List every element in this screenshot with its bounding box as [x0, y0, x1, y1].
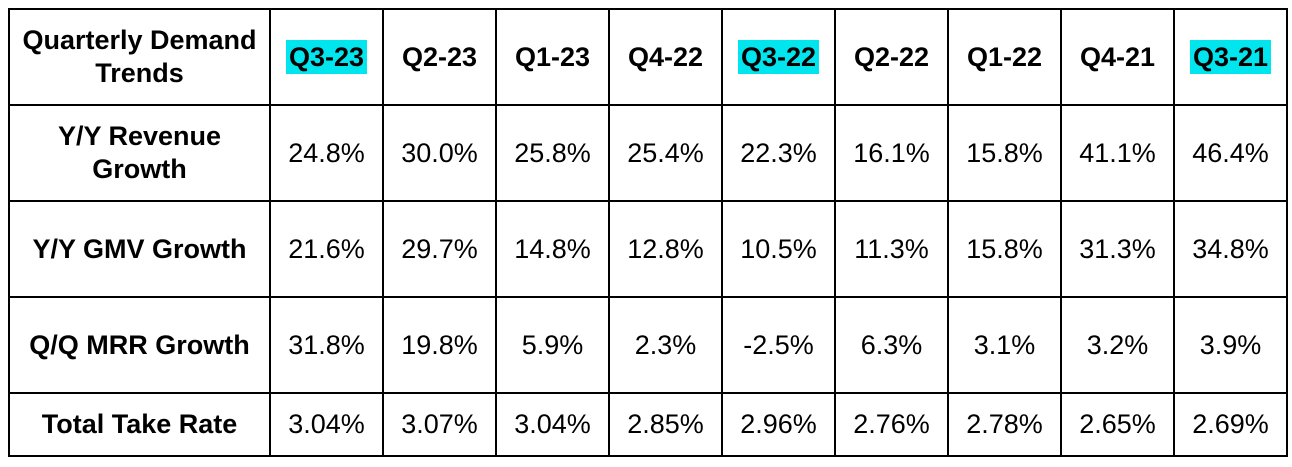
table-body: Quarterly Demand Trends Q3-23 Q2-23 Q1-23 Q4… — [8, 8, 1288, 457]
table-cell: 21.6% — [269, 200, 384, 298]
table-cell: 2.78% — [947, 392, 1062, 457]
table-row: Y/Y GMV Growth 21.6% 29.7% 14.8% 12.8% 10.5% 1… — [8, 200, 1288, 298]
quarterly-demand-trends-table: Quarterly Demand Trends Q3-23 Q2-23 Q1-23 Q4… — [8, 8, 1288, 457]
table-cell: 31.8% — [269, 296, 384, 394]
table-cell: 12.8% — [608, 200, 723, 298]
table-row: Total Take Rate 3.04% 3.07% 3.04% 2.85% 2.96%… — [8, 392, 1288, 457]
table-row: Q/Q MRR Growth 31.8% 19.8% 5.9% 2.3% -2.5% 6.3… — [8, 296, 1288, 394]
column-header: Q2-22 — [834, 8, 949, 106]
table-cell: 11.3% — [834, 200, 949, 298]
table-cell: 3.04% — [495, 392, 610, 457]
column-header: Q3-22 — [721, 8, 836, 106]
column-header-label: Q2-22 — [853, 41, 930, 72]
table-cell: 16.1% — [834, 104, 949, 202]
column-header: Q3-23 — [269, 8, 384, 106]
table-cell: 2.3% — [608, 296, 723, 394]
table-cell: 5.9% — [495, 296, 610, 394]
table-cell: 3.07% — [382, 392, 497, 457]
table-cell: 25.4% — [608, 104, 723, 202]
column-header-label: Q3-23 — [285, 39, 368, 74]
table-cell: 3.1% — [947, 296, 1062, 394]
column-header: Q4-22 — [608, 8, 723, 106]
table-cell: 15.8% — [947, 104, 1062, 202]
table-cell: 19.8% — [382, 296, 497, 394]
row-label: Q/Q MRR Growth — [8, 296, 271, 394]
corner-header: Quarterly Demand Trends — [8, 8, 271, 106]
column-header: Q3-21 — [1173, 8, 1288, 106]
column-header: Q1-23 — [495, 8, 610, 106]
table-cell: 2.76% — [834, 392, 949, 457]
table-cell: -2.5% — [721, 296, 836, 394]
row-label: Total Take Rate — [8, 392, 271, 457]
column-header-label: Q3-22 — [737, 39, 820, 74]
column-header: Q4-21 — [1060, 8, 1175, 106]
column-header-label: Q4-22 — [627, 41, 704, 72]
table-cell: 2.69% — [1173, 392, 1288, 457]
table-cell: 29.7% — [382, 200, 497, 298]
table-row: Y/Y Revenue Growth 24.8% 30.0% 25.8% 25.4% 22… — [8, 104, 1288, 202]
column-header-label: Q4-21 — [1079, 41, 1156, 72]
table-cell: 24.8% — [269, 104, 384, 202]
table-cell: 34.8% — [1173, 200, 1288, 298]
row-label: Y/Y GMV Growth — [8, 200, 271, 298]
column-header: Q2-23 — [382, 8, 497, 106]
table-cell: 2.96% — [721, 392, 836, 457]
table-cell: 6.3% — [834, 296, 949, 394]
header-row: Quarterly Demand Trends Q3-23 Q2-23 Q1-23 Q4… — [8, 8, 1288, 106]
table-cell: 31.3% — [1060, 200, 1175, 298]
table-cell: 30.0% — [382, 104, 497, 202]
table-cell: 3.04% — [269, 392, 384, 457]
table-cell: 25.8% — [495, 104, 610, 202]
column-header-label: Q2-23 — [401, 41, 478, 72]
table-cell: 22.3% — [721, 104, 836, 202]
column-header-label: Q3-21 — [1189, 39, 1272, 74]
table-cell: 2.65% — [1060, 392, 1175, 457]
table-cell: 2.85% — [608, 392, 723, 457]
table-cell: 15.8% — [947, 200, 1062, 298]
column-header: Q1-22 — [947, 8, 1062, 106]
row-label: Y/Y Revenue Growth — [8, 104, 271, 202]
table-cell: 46.4% — [1173, 104, 1288, 202]
table-cell: 3.9% — [1173, 296, 1288, 394]
column-header-label: Q1-22 — [966, 41, 1043, 72]
table-cell: 14.8% — [495, 200, 610, 298]
column-header-label: Q1-23 — [514, 41, 591, 72]
table-cell: 41.1% — [1060, 104, 1175, 202]
table-cell: 3.2% — [1060, 296, 1175, 394]
table-cell: 10.5% — [721, 200, 836, 298]
